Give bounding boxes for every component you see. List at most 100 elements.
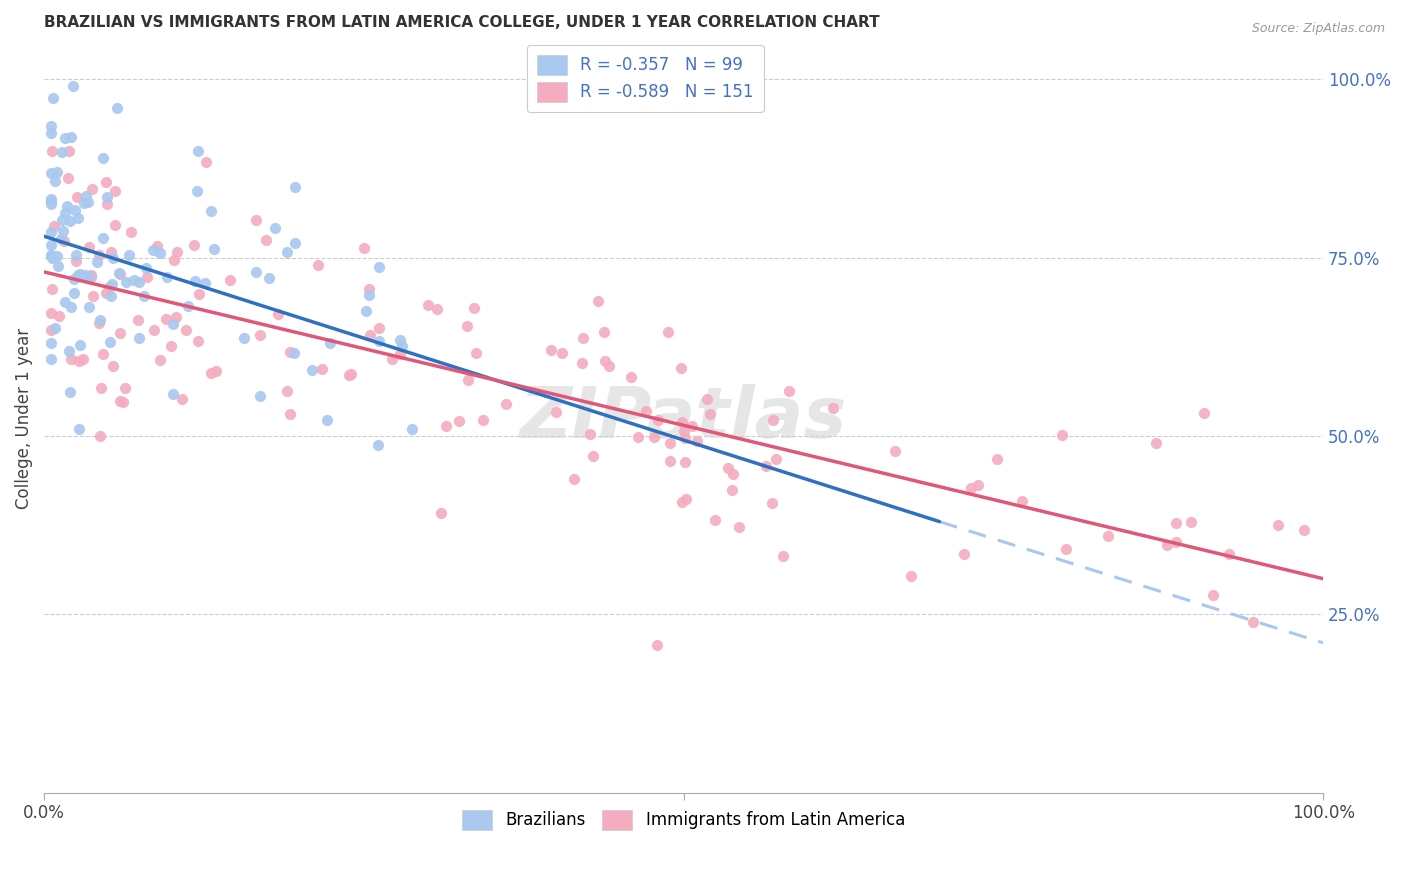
Point <box>456 319 478 334</box>
Point <box>699 408 721 422</box>
Point <box>675 491 697 506</box>
Point <box>108 326 131 340</box>
Point <box>80 269 103 284</box>
Point <box>354 303 377 318</box>
Point <box>1292 524 1315 538</box>
Point <box>39 119 62 133</box>
Point <box>765 452 787 467</box>
Point <box>39 248 62 262</box>
Text: ZIPatlas: ZIPatlas <box>520 384 848 452</box>
Point <box>80 268 103 282</box>
Point <box>39 166 62 180</box>
Point <box>986 452 1008 467</box>
Point <box>671 416 693 430</box>
Point <box>49 232 72 246</box>
Point <box>883 443 905 458</box>
Point <box>39 323 62 337</box>
Point <box>647 639 669 653</box>
Point <box>105 101 128 115</box>
Point <box>136 269 159 284</box>
Point <box>108 266 131 280</box>
Point <box>194 276 217 290</box>
Point <box>51 212 73 227</box>
Point <box>108 394 131 409</box>
Point <box>135 260 157 275</box>
Point <box>128 276 150 290</box>
Point <box>627 430 650 444</box>
Point <box>91 347 114 361</box>
Point <box>128 330 150 344</box>
Point <box>368 334 391 348</box>
Point <box>1097 529 1119 543</box>
Point <box>540 343 562 358</box>
Point <box>39 306 62 320</box>
Point <box>77 300 100 314</box>
Point <box>80 182 103 196</box>
Point <box>195 155 218 169</box>
Point <box>187 144 209 158</box>
Point <box>127 313 149 327</box>
Point <box>620 369 643 384</box>
Point <box>257 270 280 285</box>
Point <box>200 367 222 381</box>
Point <box>200 203 222 218</box>
Point <box>657 326 679 340</box>
Point <box>132 289 155 303</box>
Point <box>647 413 669 427</box>
Point <box>264 220 287 235</box>
Point <box>900 569 922 583</box>
Point <box>658 435 681 450</box>
Point <box>254 233 277 247</box>
Point <box>675 455 697 469</box>
Point <box>100 245 122 260</box>
Point <box>155 312 177 326</box>
Point <box>149 245 172 260</box>
Point <box>249 328 271 343</box>
Legend: Brazilians, Immigrants from Latin America: Brazilians, Immigrants from Latin Americ… <box>456 803 912 837</box>
Point <box>245 265 267 279</box>
Point <box>359 282 381 296</box>
Point <box>276 245 298 260</box>
Point <box>429 506 451 520</box>
Point <box>66 190 89 204</box>
Point <box>104 218 127 232</box>
Point <box>149 352 172 367</box>
Point <box>96 197 118 211</box>
Point <box>100 288 122 302</box>
Point <box>245 212 267 227</box>
Point <box>75 188 97 202</box>
Point <box>823 401 845 415</box>
Point <box>495 396 517 410</box>
Point <box>118 248 141 262</box>
Point <box>463 301 485 315</box>
Point <box>100 277 122 291</box>
Point <box>389 334 412 348</box>
Point <box>232 331 254 345</box>
Point <box>44 174 66 188</box>
Point <box>205 364 228 378</box>
Point <box>761 496 783 510</box>
Point <box>53 205 76 219</box>
Point <box>114 381 136 395</box>
Point <box>142 243 165 257</box>
Point <box>82 289 104 303</box>
Point <box>592 325 614 339</box>
Point <box>340 367 363 381</box>
Point <box>63 271 86 285</box>
Point <box>1050 427 1073 442</box>
Point <box>69 338 91 352</box>
Point <box>39 194 62 209</box>
Point <box>65 248 87 262</box>
Point <box>53 131 76 145</box>
Point <box>283 346 305 360</box>
Point <box>174 323 197 337</box>
Point <box>156 270 179 285</box>
Point <box>58 343 80 358</box>
Point <box>104 184 127 198</box>
Point <box>318 336 340 351</box>
Point <box>159 339 181 353</box>
Point <box>643 430 665 444</box>
Point <box>672 424 695 438</box>
Point <box>56 171 79 186</box>
Point <box>772 549 794 563</box>
